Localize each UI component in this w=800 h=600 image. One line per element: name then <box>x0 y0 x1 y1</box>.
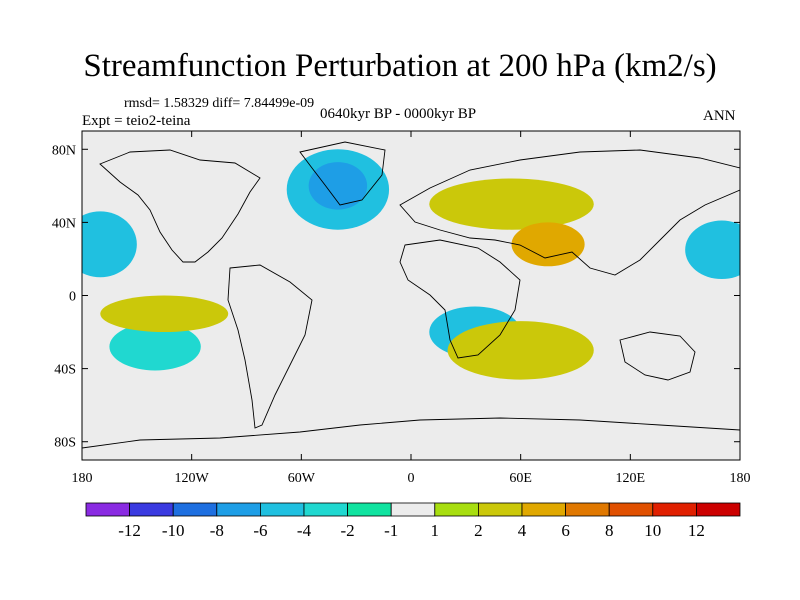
coastlines <box>82 141 740 449</box>
colorbar-label-1: -10 <box>162 521 185 540</box>
coast-australia <box>619 331 696 381</box>
season-label: ANN <box>703 108 736 124</box>
y-tick-label-1: 40N <box>52 216 76 231</box>
colorbar-swatch-4 <box>259 502 305 517</box>
coast-antarctica <box>82 417 740 449</box>
colorbar-label-13: 12 <box>688 521 705 540</box>
colorbar-label-0: -12 <box>118 521 141 540</box>
coast-greenland <box>299 141 386 206</box>
colorbar-label-12: 10 <box>644 521 661 540</box>
colorbar-label-11: 8 <box>605 521 614 540</box>
x-tick-label-1: 120W <box>175 471 210 486</box>
colorbar-label-2: -8 <box>210 521 224 540</box>
colorbar-swatch-1 <box>129 502 174 517</box>
anomaly-fields <box>82 149 740 380</box>
coast-africa <box>399 239 521 359</box>
coast-eurasia <box>399 149 740 276</box>
colorbar-swatch-14 <box>696 502 741 517</box>
colorbar-label-4: -4 <box>297 521 312 540</box>
colorbar-swatch-12 <box>608 502 654 517</box>
x-tick-label-3: 0 <box>408 471 415 486</box>
colorbar-swatch-13 <box>652 502 697 517</box>
anomaly-patch-3 <box>511 222 585 267</box>
colorbar-label-10: 6 <box>561 521 570 540</box>
colorbar-label-7: 1 <box>431 521 440 540</box>
colorbar-swatch-9 <box>477 502 523 517</box>
experiment-label: Expt = teio2-teina <box>82 113 191 129</box>
stats-text: rmsd= 1.58329 diff= 7.84499e-09 <box>124 96 315 111</box>
colorbar-label-3: -6 <box>253 521 267 540</box>
anomaly-patch-1 <box>308 162 368 210</box>
colorbar-swatch-5 <box>303 502 348 517</box>
colorbar-label-5: -2 <box>341 521 355 540</box>
x-tick-label-0: 180 <box>72 471 93 486</box>
y-tick-label-3: 40S <box>54 363 76 378</box>
colorbar-label-6: -1 <box>384 521 398 540</box>
anomaly-patch-7 <box>447 321 594 380</box>
anomaly-patch-2 <box>429 178 594 230</box>
x-tick-label-5: 120E <box>616 471 646 486</box>
colorbar: -12 -10 -8 -6 -4 -2 -1 1 2 4 6 8 10 12 <box>85 502 741 540</box>
x-tick-label-6: 180 <box>730 471 751 486</box>
x-tick-label-2: 60W <box>288 471 316 486</box>
colorbar-swatch-10 <box>521 502 566 517</box>
anomaly-patch-4 <box>82 211 137 278</box>
colorbar-swatch-6 <box>347 502 392 517</box>
period-label: 0640kyr BP - 0000kyr BP <box>320 106 477 122</box>
y-tick-label-4: 80S <box>54 436 76 451</box>
coast-north-america <box>99 149 261 263</box>
map-background <box>82 131 740 460</box>
map-axes: 180 120W 60W 0 60E 120E 180 80N 40N 0 40S 80S <box>52 131 751 486</box>
anomaly-patch-5 <box>685 220 740 280</box>
anomaly-patch-9 <box>100 295 229 333</box>
colorbar-swatch-3 <box>216 502 261 517</box>
anomaly-patch-8 <box>109 322 201 371</box>
plot-title: Streamfunction Perturbation at 200 hPa (… <box>83 48 717 84</box>
y-tick-label-2: 0 <box>69 290 76 305</box>
x-tick-label-4: 60E <box>509 471 532 486</box>
colorbar-label-9: 4 <box>518 521 527 540</box>
colorbar-swatch-2 <box>172 502 218 517</box>
y-tick-label-0: 80N <box>52 143 76 158</box>
colorbar-swatch-11 <box>565 502 610 517</box>
colorbar-swatch-8 <box>434 502 479 517</box>
colorbar-label-8: 2 <box>474 521 483 540</box>
colorbar-swatch-0 <box>85 502 130 517</box>
colorbar-swatch-7 <box>390 502 436 517</box>
coast-south-america <box>227 264 313 429</box>
